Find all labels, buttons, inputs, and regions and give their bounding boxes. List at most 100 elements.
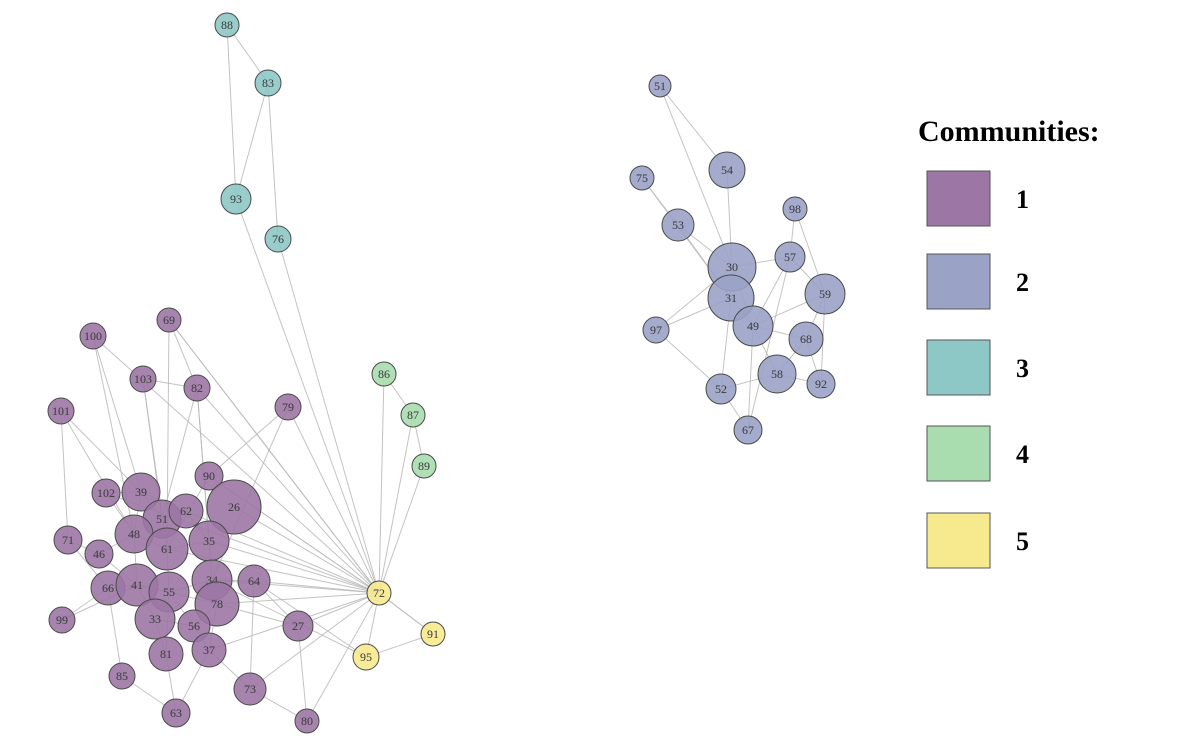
node-circle <box>91 478 121 508</box>
node-101: 101 <box>47 397 75 425</box>
node-label: 37 <box>203 643 215 657</box>
edge <box>161 387 198 520</box>
edge <box>233 506 380 594</box>
node-label: 82 <box>191 381 203 395</box>
node-100: 100 <box>79 322 107 350</box>
node-label: 90 <box>203 469 215 483</box>
node-circle <box>48 606 76 634</box>
node-label: 59 <box>819 287 831 301</box>
node-circle <box>233 672 267 706</box>
node-circle <box>183 374 211 402</box>
node-label: 79 <box>282 400 294 414</box>
edge <box>306 592 380 722</box>
legend-label-3: 3 <box>1016 354 1029 383</box>
node-93: 93 <box>220 183 252 215</box>
node-circle <box>148 636 184 672</box>
node-circle <box>371 361 397 387</box>
node-85: 85 <box>108 662 136 690</box>
node-label: 58 <box>771 367 783 381</box>
node-88: 88 <box>214 12 240 38</box>
node-circle <box>757 354 797 394</box>
node-37: 37 <box>191 632 227 668</box>
node-label: 64 <box>248 574 260 588</box>
node-102: 102 <box>91 478 121 508</box>
node-label: 81 <box>160 647 172 661</box>
node-circle <box>705 373 737 405</box>
node-circle <box>648 74 672 98</box>
edge <box>208 406 289 477</box>
node-label: 91 <box>427 627 439 641</box>
node-label: 86 <box>378 367 390 381</box>
node-circle <box>194 461 224 491</box>
node-81: 81 <box>148 636 184 672</box>
node-label: 30 <box>726 260 738 274</box>
node-87: 87 <box>400 402 426 428</box>
node-circle <box>254 69 282 97</box>
node-circle <box>733 415 763 445</box>
node-circle <box>145 527 189 571</box>
node-circle <box>264 225 292 253</box>
node-label: 103 <box>134 372 152 386</box>
node-46: 46 <box>84 539 114 569</box>
node-circle <box>161 698 191 728</box>
node-35: 35 <box>188 520 230 562</box>
legend-title: Communities: <box>918 115 1100 148</box>
node-68: 68 <box>788 321 824 357</box>
node-76: 76 <box>264 225 292 253</box>
node-label: 49 <box>747 319 759 333</box>
node-label: 56 <box>188 619 200 633</box>
node-label: 80 <box>301 714 313 728</box>
node-label: 71 <box>62 533 74 547</box>
node-54: 54 <box>708 151 746 189</box>
edge <box>267 82 279 240</box>
node-circle <box>206 479 262 535</box>
node-69: 69 <box>156 307 182 333</box>
legend-label-5: 5 <box>1016 527 1029 556</box>
edge <box>249 580 255 690</box>
node-82: 82 <box>183 374 211 402</box>
node-72: 72 <box>366 580 392 606</box>
node-27: 27 <box>282 610 314 642</box>
node-label: 102 <box>97 486 115 500</box>
edge <box>60 410 135 535</box>
node-103: 103 <box>129 365 157 393</box>
node-circle <box>400 402 426 428</box>
node-label: 55 <box>163 585 175 599</box>
legend-swatch-1 <box>926 170 991 227</box>
edge <box>168 319 380 594</box>
node-label: 57 <box>784 250 796 264</box>
node-circle <box>237 564 271 598</box>
node-label: 101 <box>52 404 70 418</box>
node-circle <box>220 183 252 215</box>
node-67: 67 <box>733 415 763 445</box>
node-label: 51 <box>654 79 666 93</box>
node-83: 83 <box>254 69 282 97</box>
node-label: 88 <box>221 18 233 32</box>
node-circle <box>708 151 746 189</box>
node-95: 95 <box>352 643 380 671</box>
node-49: 49 <box>732 305 774 347</box>
edge <box>235 198 380 594</box>
node-label: 61 <box>161 542 173 556</box>
node-label: 92 <box>815 377 827 391</box>
node-label: 97 <box>650 323 662 337</box>
node-57: 57 <box>774 241 806 273</box>
node-circle <box>642 316 670 344</box>
edge <box>378 465 425 594</box>
node-circle <box>79 322 107 350</box>
node-label: 62 <box>180 504 192 518</box>
node-circle <box>121 472 161 512</box>
node-circle <box>788 321 824 357</box>
edge <box>297 625 308 722</box>
node-89: 89 <box>411 453 437 479</box>
node-circle <box>168 493 204 529</box>
legend-swatch-5 <box>926 512 991 569</box>
edge <box>747 256 791 431</box>
node-circle <box>214 12 240 38</box>
edge <box>277 238 380 594</box>
node-label: 52 <box>715 382 727 396</box>
node-label: 100 <box>84 329 102 343</box>
node-circle <box>191 632 227 668</box>
edge <box>226 24 237 200</box>
node-label: 27 <box>292 619 304 633</box>
